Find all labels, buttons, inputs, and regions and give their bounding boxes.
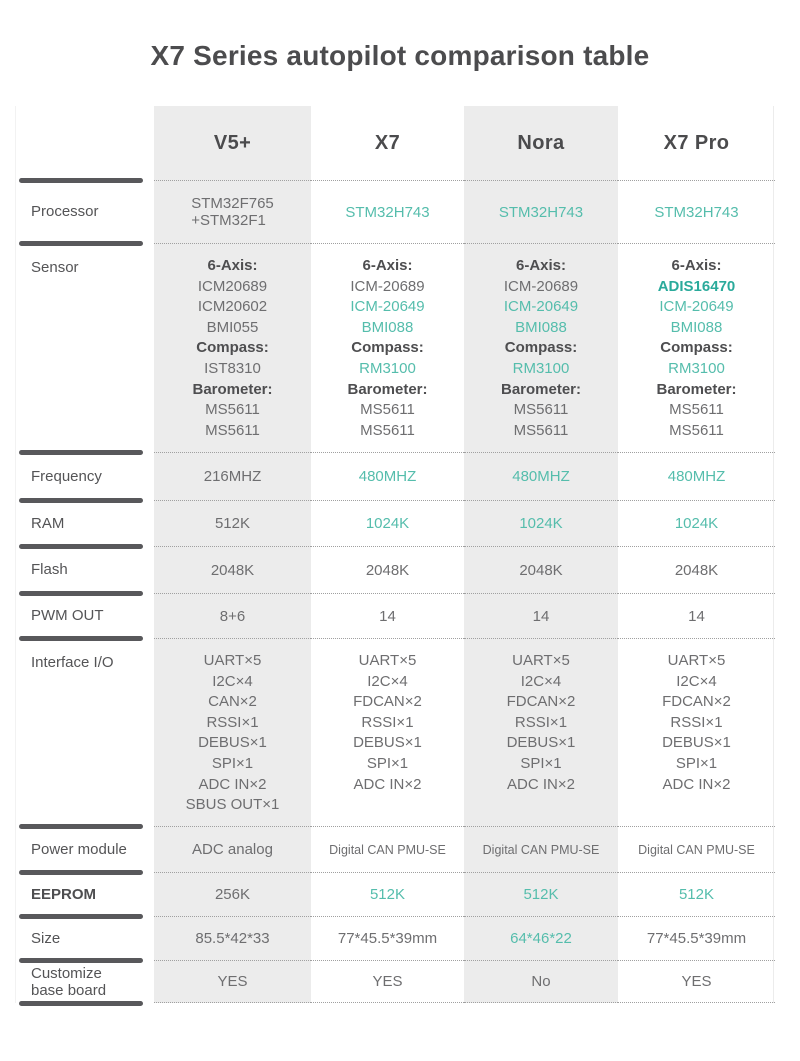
row-label-size: Size [16,914,154,960]
table-bottom-bar [19,1001,143,1006]
cell-frequency-x7pro: 480MHZ [618,452,775,500]
row-label-flash: Flash [16,544,154,593]
cell-pwm-nora: 14 [464,593,618,638]
row-label-ram: RAM [16,498,154,546]
cell-ram-x7pro: 1024K [618,500,775,546]
row-divider-bar [19,450,143,455]
cell-ram-nora: 1024K [464,500,618,546]
col-header-nora: Nora [464,106,618,180]
row-label-sensor: Sensor [16,241,154,452]
row-label-power-module: Power module [16,824,154,872]
cell-frequency-x7: 480MHZ [311,452,464,500]
cell-size-x7: 77*45.5*39mm [311,916,464,960]
row-divider-bar [19,178,143,183]
cell-frequency-nora: 480MHZ [464,452,618,500]
row-label-processor: Processor [16,178,154,243]
row-divider-bar [19,636,143,641]
cell-customize-x7: YES [311,960,464,1003]
cell-pwm-x7: 14 [311,593,464,638]
cell-power-x7: Digital CAN PMU-SE [311,826,464,872]
row-divider-bar [19,824,143,829]
row-label-eeprom: EEPROM [16,870,154,916]
cell-processor-x7pro: STM32H743 [618,180,775,243]
row-label-frequency: Frequency [16,450,154,500]
cell-eeprom-x7pro: 512K [618,872,775,916]
cell-power-v5: ADC analog [154,826,311,872]
cell-pwm-v5: 8+6 [154,593,311,638]
cell-interface-nora: UART×5 I2C×4 FDCAN×2 RSSI×1 DEBUS×1 SPI×… [464,638,618,826]
cell-power-x7pro: Digital CAN PMU-SE [618,826,775,872]
cell-flash-x7: 2048K [311,546,464,593]
row-divider-bar [19,870,143,875]
cell-sensor-nora: 6-Axis: ICM-20689 ICM-20649 BMI088 Compa… [464,243,618,452]
col-header-v5plus: V5+ [154,106,311,180]
row-divider-bar [19,914,143,919]
cell-ram-v5: 512K [154,500,311,546]
cell-size-nora: 64*46*22 [464,916,618,960]
row-label-pwm-out: PWM OUT [16,591,154,638]
cell-interface-x7: UART×5 I2C×4 FDCAN×2 RSSI×1 DEBUS×1 SPI×… [311,638,464,826]
cell-ram-x7: 1024K [311,500,464,546]
cell-frequency-v5: 216MHZ [154,452,311,500]
row-divider-bar [19,958,143,963]
col-header-x7pro: X7 Pro [663,131,730,154]
cell-interface-v5: UART×5 I2C×4 CAN×2 RSSI×1 DEBUS×1 SPI×1 … [154,638,311,826]
cell-eeprom-nora: 512K [464,872,618,916]
cell-flash-nora: 2048K [464,546,618,593]
row-divider-bar [19,591,143,596]
cell-sensor-v5: 6-Axis: ICM20689 ICM20602 BMI055 Compass… [154,243,311,452]
cell-power-nora: Digital CAN PMU-SE [464,826,618,872]
row-label-interface-io: Interface I/O [16,636,154,826]
corner-header-cell [16,106,154,180]
cell-customize-v5: YES [154,960,311,1003]
cell-interface-x7pro: UART×5 I2C×4 FDCAN×2 RSSI×1 DEBUS×1 SPI×… [618,638,775,826]
cell-eeprom-v5: 256K [154,872,311,916]
cell-customize-x7pro: YES [618,960,775,1003]
cell-sensor-x7: 6-Axis: ICM-20689 ICM-20649 BMI088 Compa… [311,243,464,452]
cell-size-v5: 85.5*42*33 [154,916,311,960]
cell-processor-v5: STM32F765 +STM32F1 [154,180,311,243]
cell-processor-x7: STM32H743 [311,180,464,243]
cell-sensor-x7pro: 6-Axis: ADIS16470 ICM-20649 BMI088 Compa… [618,243,775,452]
row-divider-bar [19,544,143,549]
comparison-table: V5+ X7 Nora X7 Pro Processor STM32F765 +… [15,106,775,1006]
cell-pwm-x7pro: 14 [618,593,775,638]
cell-customize-nora: No [464,960,618,1003]
row-label-customize-base-board: Customize base board [16,958,154,1006]
col-header-x7: X7 [374,131,401,154]
cell-flash-x7pro: 2048K [618,546,775,593]
cell-processor-nora: STM32H743 [464,180,618,243]
page-title: X7 Series autopilot comparison table [150,40,650,71]
cell-flash-v5: 2048K [154,546,311,593]
row-divider-bar [19,498,143,503]
cell-eeprom-x7: 512K [311,872,464,916]
cell-size-x7pro: 77*45.5*39mm [618,916,775,960]
row-divider-bar [19,241,143,246]
